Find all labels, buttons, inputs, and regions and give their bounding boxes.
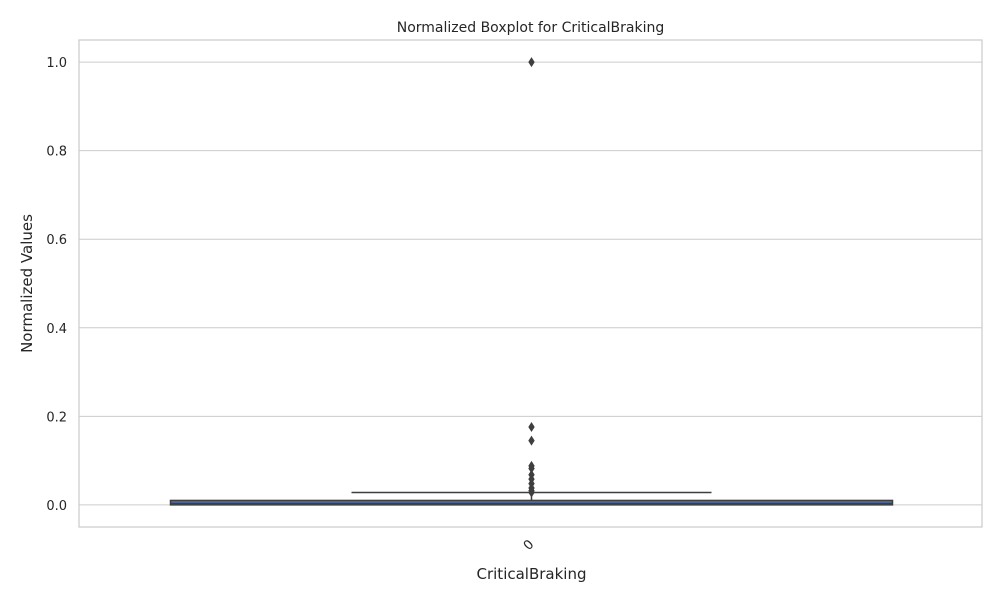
outlier-point	[528, 435, 535, 446]
y-tick-label: 0.4	[46, 322, 67, 337]
plot-frame	[78, 39, 983, 528]
outlier-point	[528, 469, 535, 480]
chart-title: Normalized Boxplot for CriticalBraking	[397, 20, 665, 36]
x-axis-label: CriticalBraking	[477, 565, 587, 583]
y-tick-label: 0.2	[46, 410, 67, 425]
y-tick-label: 0.8	[46, 145, 67, 160]
x-tick-label: 0	[521, 537, 537, 553]
box-body	[169, 499, 894, 506]
box-layer	[169, 57, 894, 506]
outlier-point	[528, 57, 535, 68]
outlier-point	[528, 460, 535, 471]
y-axis-label: Normalized Values	[18, 214, 36, 353]
y-tick-label: 1.0	[46, 56, 67, 71]
y-tick-label: 0.0	[46, 499, 67, 514]
outlier-point	[528, 421, 535, 432]
tick-layer: 0.0 0.2 0.4 0.6 0.8 1.0 0	[46, 56, 537, 554]
y-tick-label: 0.6	[46, 233, 67, 248]
